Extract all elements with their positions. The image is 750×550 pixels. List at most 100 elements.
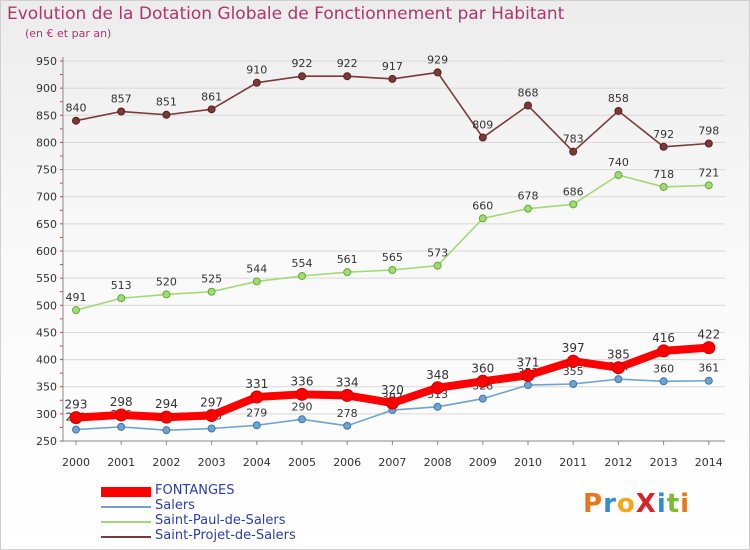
y-tick-label: 450: [36, 326, 57, 339]
data-point-fontanges: [114, 408, 128, 422]
legend-item-fontanges: FONTANGES: [101, 483, 361, 499]
legend-swatch-salers: [101, 506, 151, 508]
x-tick-label: 2001: [107, 456, 135, 469]
data-point-saint-paul-de-salers: [388, 266, 397, 274]
data-label-saint-projet-de-salers: 922: [292, 57, 313, 70]
series-line-saint-projet-de-salers: [75, 71, 709, 153]
data-point-salers: [704, 376, 713, 385]
y-tick-label: 850: [36, 109, 57, 122]
data-label-salers: 278: [337, 407, 358, 420]
legend-swatch-saint-paul: [101, 521, 151, 523]
data-point-saint-paul-de-salers: [298, 271, 306, 280]
data-point-saint-paul-de-salers: [478, 214, 487, 223]
data-label-saint-projet-de-salers: 857: [111, 92, 132, 105]
data-point-saint-paul-de-salers: [117, 294, 126, 303]
x-tick-label: 2007: [378, 456, 406, 469]
x-tick-label: 2005: [288, 456, 316, 469]
x-tick-label: 2013: [650, 456, 678, 469]
data-point-saint-projet-de-salers: [569, 147, 578, 156]
logo-letter: o: [616, 489, 636, 519]
proxiti-logo: ProXiti: [583, 489, 690, 519]
data-label-saint-projet-de-salers: 783: [563, 133, 584, 146]
data-label-fontanges: 334: [336, 375, 359, 389]
y-tick-label: 700: [36, 191, 57, 204]
data-point-saint-paul-de-salers: [207, 287, 216, 296]
legend-item-saint-paul: Saint-Paul-de-Salers: [101, 513, 361, 529]
data-point-salers: [343, 421, 352, 430]
data-point-saint-projet-de-salers: [207, 105, 216, 114]
x-tick-label: 2014: [695, 456, 723, 469]
data-point-fontanges: [250, 390, 264, 404]
x-tick-label: 2006: [333, 456, 361, 469]
data-point-saint-paul-de-salers: [343, 268, 352, 277]
chart-title: Evolution de la Dotation Globale de Fonc…: [7, 4, 565, 24]
x-tick-label: 2002: [152, 456, 180, 469]
data-point-salers: [433, 402, 442, 411]
data-point-salers: [207, 424, 216, 433]
data-point-salers: [659, 377, 668, 386]
data-point-salers: [252, 421, 261, 430]
data-point-saint-paul-de-salers: [433, 261, 442, 270]
data-label-saint-paul-de-salers: 573: [427, 247, 448, 260]
data-label-fontanges: 297: [200, 395, 223, 409]
legend-label-salers: Salers: [155, 498, 195, 513]
data-point-fontanges: [340, 388, 354, 402]
data-point-saint-paul-de-salers: [614, 171, 623, 179]
data-point-saint-paul-de-salers: [252, 277, 261, 286]
data-point-saint-projet-de-salers: [343, 72, 352, 81]
data-point-salers: [117, 422, 126, 431]
data-label-saint-projet-de-salers: 929: [427, 53, 448, 66]
legend-item-saint-projet: Saint-Projet-de-Salers: [101, 528, 361, 544]
data-label-saint-paul-de-salers: 491: [66, 291, 87, 304]
data-point-salers: [569, 380, 578, 388]
x-tick-label: 2009: [469, 456, 497, 469]
logo-letter: t: [666, 489, 681, 519]
data-label-saint-paul-de-salers: 525: [201, 273, 222, 286]
data-point-fontanges: [69, 411, 83, 425]
data-point-fontanges: [385, 396, 399, 410]
y-tick-label: 600: [36, 245, 57, 258]
data-point-fontanges: [702, 341, 716, 355]
data-point-fontanges: [295, 387, 309, 401]
x-tick-label: 2012: [604, 456, 632, 469]
x-tick-label: 2000: [62, 456, 90, 469]
y-tick-label: 550: [36, 272, 57, 285]
legend-label-saint-projet: Saint-Projet-de-Salers: [155, 528, 296, 543]
y-tick-label: 900: [36, 82, 57, 95]
y-tick-label: 250: [36, 435, 57, 448]
data-point-saint-paul-de-salers: [72, 306, 80, 315]
data-label-fontanges: 294: [155, 397, 178, 411]
data-label-saint-paul-de-salers: 561: [337, 253, 358, 266]
legend-label-fontanges: FONTANGES: [155, 483, 235, 498]
data-label-saint-paul-de-salers: 718: [653, 168, 674, 181]
data-point-salers: [298, 415, 306, 424]
x-tick-label: 2010: [514, 456, 542, 469]
data-point-fontanges: [205, 408, 219, 422]
data-label-fontanges: 416: [652, 331, 675, 345]
logo-letter: X: [635, 489, 657, 519]
data-label-fontanges: 422: [697, 328, 720, 342]
chart-subtitle: (en € et par an): [25, 27, 112, 40]
data-label-saint-projet-de-salers: 858: [608, 92, 629, 105]
data-label-saint-paul-de-salers: 678: [518, 190, 539, 203]
data-point-saint-projet-de-salers: [659, 142, 668, 151]
data-label-fontanges: 360: [471, 361, 494, 375]
data-point-saint-projet-de-salers: [252, 78, 261, 87]
data-point-salers: [72, 425, 80, 434]
data-label-saint-projet-de-salers: 910: [246, 64, 267, 77]
logo-letter: i: [680, 489, 691, 519]
data-point-saint-paul-de-salers: [524, 204, 532, 213]
data-label-salers: 360: [653, 362, 674, 375]
legend-swatch-saint-projet: [101, 536, 151, 538]
data-label-saint-paul-de-salers: 565: [382, 251, 403, 264]
data-label-saint-projet-de-salers: 798: [698, 125, 719, 138]
logo-letter: i: [656, 489, 667, 519]
data-label-fontanges: 397: [562, 341, 585, 355]
legend-label-saint-paul: Saint-Paul-de-Salers: [155, 513, 286, 528]
data-label-fontanges: 293: [65, 398, 88, 412]
data-label-salers: 355: [563, 365, 584, 378]
data-point-saint-projet-de-salers: [433, 68, 442, 77]
data-point-saint-projet-de-salers: [72, 116, 80, 125]
y-tick-label: 300: [36, 408, 57, 421]
